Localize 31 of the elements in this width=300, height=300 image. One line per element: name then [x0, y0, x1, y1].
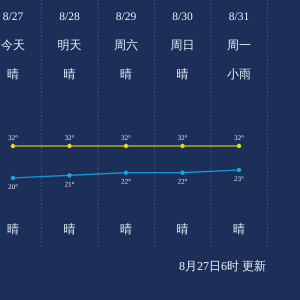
point [180, 144, 185, 148]
x-tick-label: 8/27 [2, 11, 24, 23]
text: 周一 [227, 38, 251, 52]
text: 周六 [114, 38, 138, 52]
point [10, 144, 16, 148]
text: 晴 [176, 222, 188, 236]
x-tick-label: 8/30 [172, 11, 193, 23]
point [67, 173, 72, 178]
text: 晴 [64, 67, 76, 81]
text: 晴 [120, 222, 132, 236]
text: 小雨 [227, 67, 251, 81]
x-tick-label: 8/29 [116, 11, 136, 23]
text: 明天 [58, 38, 82, 52]
x-tick-label: 8/28 [59, 11, 80, 23]
x-tick-label: 8/31 [228, 11, 250, 23]
point [124, 144, 128, 148]
text: 周日 [170, 38, 194, 52]
text: 晴 [120, 67, 132, 81]
text: 8月27日6时 更新 [179, 259, 266, 273]
point [180, 170, 185, 175]
point [67, 144, 72, 148]
point [10, 176, 16, 180]
text: 今天 [1, 38, 25, 52]
point [236, 144, 242, 148]
text: 晴 [7, 222, 19, 236]
text: 晴 [176, 67, 188, 81]
point [124, 170, 128, 175]
text: 晴 [233, 222, 245, 236]
text: 晴 [7, 67, 19, 81]
point [236, 168, 242, 172]
text: 晴 [64, 222, 76, 236]
